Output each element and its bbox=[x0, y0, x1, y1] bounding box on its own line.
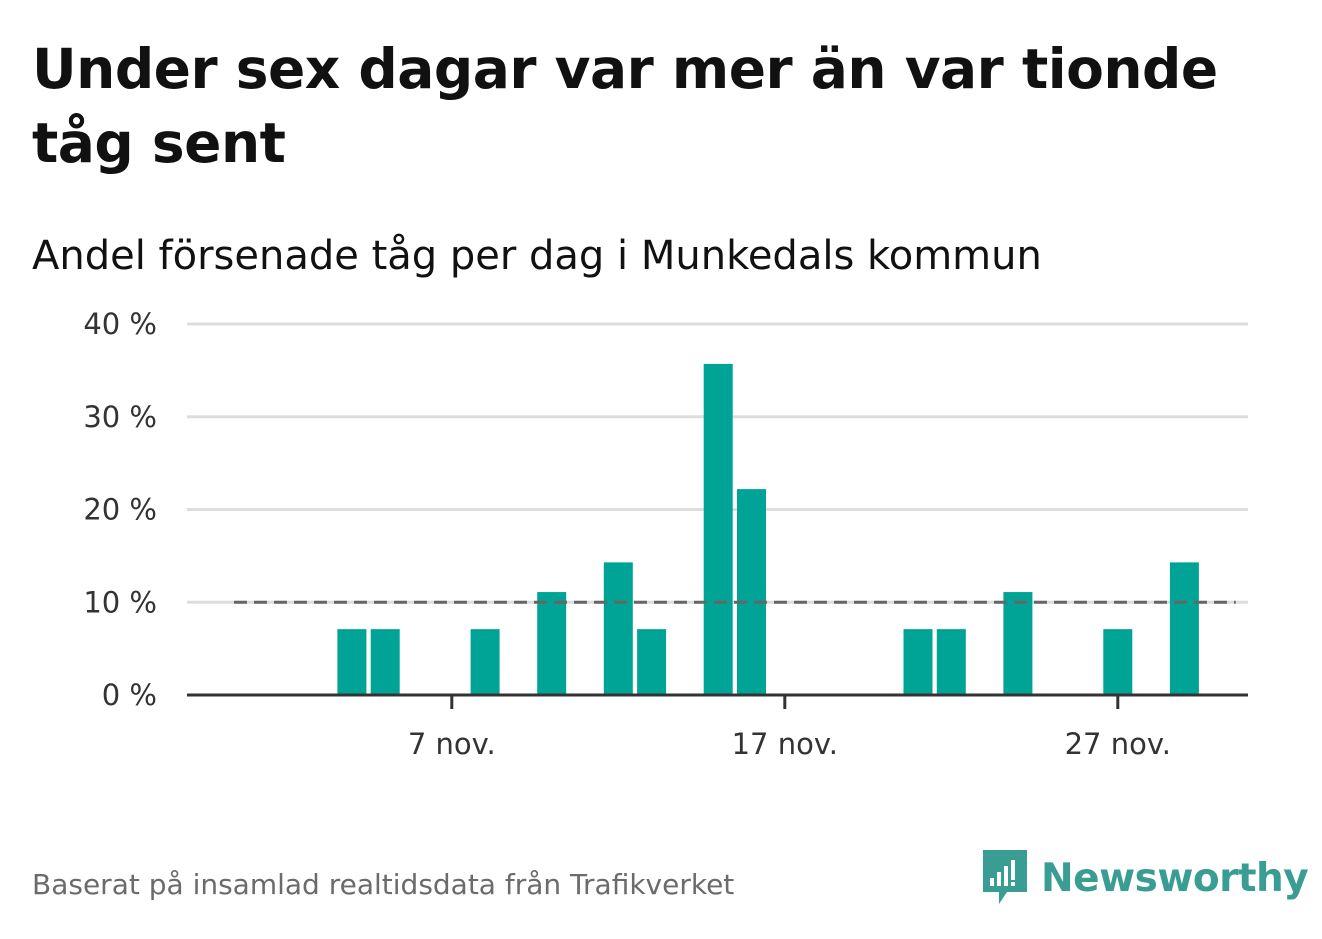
bar bbox=[703, 363, 733, 695]
x-tick-label: 17 nov. bbox=[732, 727, 838, 761]
bar bbox=[737, 489, 766, 695]
newsworthy-logo-icon bbox=[983, 850, 1027, 904]
bar bbox=[470, 629, 500, 695]
chart-subtitle: Andel försenade tåg per dag i Munkedals … bbox=[32, 233, 1042, 279]
bar bbox=[1169, 562, 1199, 695]
bar-chart: 0 % 10 % 20 % 30 % 40 % 7 nov. 17 nov. 27 nov. bbox=[83, 307, 1248, 761]
bar bbox=[903, 629, 933, 695]
bar bbox=[1003, 592, 1033, 695]
bar bbox=[1103, 629, 1133, 695]
newsworthy-logo: Newsworthy bbox=[981, 848, 1309, 908]
y-tick-label: 20 % bbox=[83, 493, 157, 527]
y-tick-label: 10 % bbox=[83, 585, 157, 619]
bar bbox=[936, 629, 966, 695]
bars bbox=[337, 363, 1199, 695]
x-tick-label: 27 nov. bbox=[1065, 727, 1171, 761]
y-tick-label: 40 % bbox=[83, 307, 157, 341]
bar bbox=[637, 629, 667, 695]
source-note: Baserat på insamlad realtidsdata från Tr… bbox=[32, 868, 735, 901]
y-axis-ticks: 0 % 10 % 20 % 30 % 40 % bbox=[83, 307, 157, 712]
chart-title: Under sex dagar var mer än var tionde tå… bbox=[32, 37, 1218, 175]
y-tick-label: 0 % bbox=[102, 678, 157, 712]
y-tick-label: 30 % bbox=[83, 400, 157, 434]
bar bbox=[537, 592, 567, 695]
bar bbox=[337, 629, 367, 695]
x-tick-label: 7 nov. bbox=[408, 727, 496, 761]
x-axis: 7 nov. 17 nov. 27 nov. bbox=[187, 693, 1248, 761]
bar bbox=[603, 562, 633, 695]
brand-name: Newsworthy bbox=[1041, 855, 1309, 901]
bar bbox=[370, 629, 400, 695]
